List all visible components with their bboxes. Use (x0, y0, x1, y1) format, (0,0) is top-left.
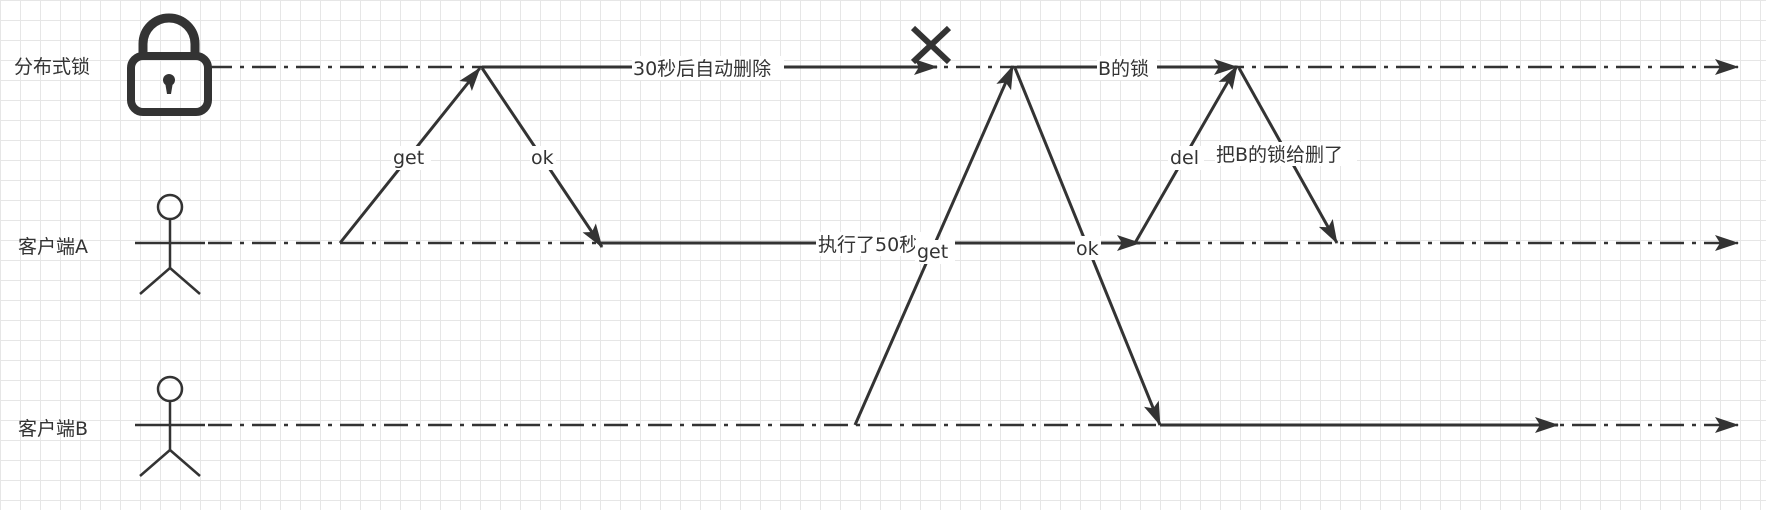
actor-client-a-icon (135, 193, 205, 295)
label-a-ok: ok (531, 147, 554, 169)
actor-client-b-icon (135, 375, 205, 477)
cross-icon (910, 25, 952, 65)
lane-label-lock: 分布式锁 (14, 56, 90, 78)
label-a-del: del (1170, 147, 1199, 169)
lane-label-client-a: 客户端A (18, 236, 88, 258)
label-del-b-lock: 把B的锁给删了 (1216, 144, 1343, 166)
label-b-lock: B的锁 (1098, 58, 1149, 80)
label-expire: 30秒后自动删除 (633, 58, 771, 80)
label-a-get: get (393, 147, 424, 169)
label-execution: 执行了50秒 (818, 234, 918, 256)
label-b-ok: ok (1076, 238, 1099, 260)
label-b-get: get (917, 241, 948, 263)
lane-label-client-b: 客户端B (18, 418, 88, 440)
padlock-icon (127, 13, 212, 116)
